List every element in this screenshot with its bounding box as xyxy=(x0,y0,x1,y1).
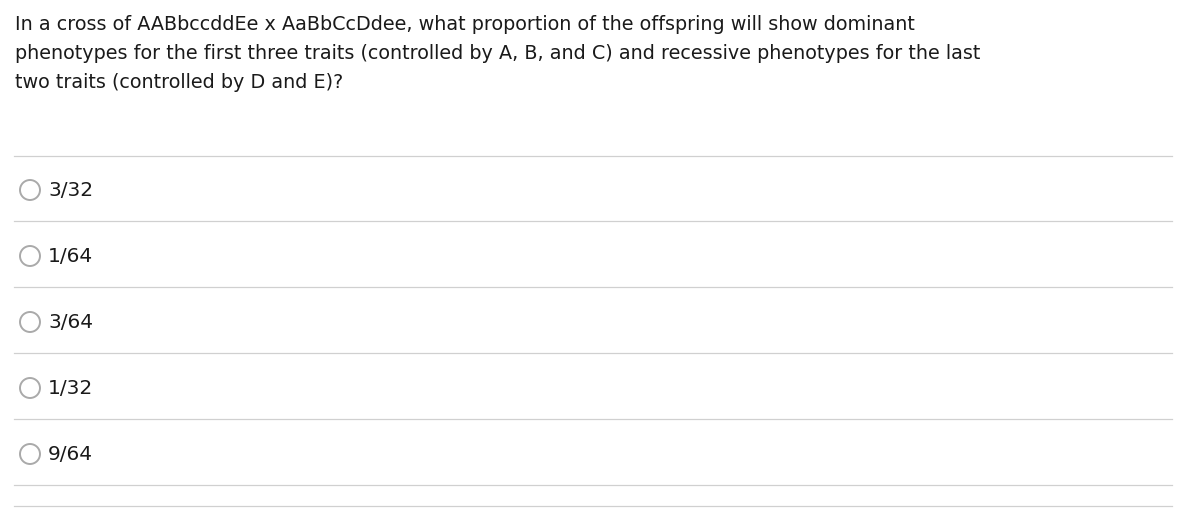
Text: 3/32: 3/32 xyxy=(47,180,94,199)
Text: In a cross of AABbccddEe x AaBbCcDdee, what proportion of the offspring will sho: In a cross of AABbccddEe x AaBbCcDdee, w… xyxy=(15,15,914,34)
Text: 1/32: 1/32 xyxy=(47,378,94,397)
Text: 3/64: 3/64 xyxy=(47,313,94,332)
Text: two traits (controlled by D and E)?: two traits (controlled by D and E)? xyxy=(15,73,343,92)
Text: 1/64: 1/64 xyxy=(47,247,94,266)
Text: phenotypes for the first three traits (controlled by A, B, and C) and recessive : phenotypes for the first three traits (c… xyxy=(15,44,981,63)
Text: 9/64: 9/64 xyxy=(47,445,94,464)
